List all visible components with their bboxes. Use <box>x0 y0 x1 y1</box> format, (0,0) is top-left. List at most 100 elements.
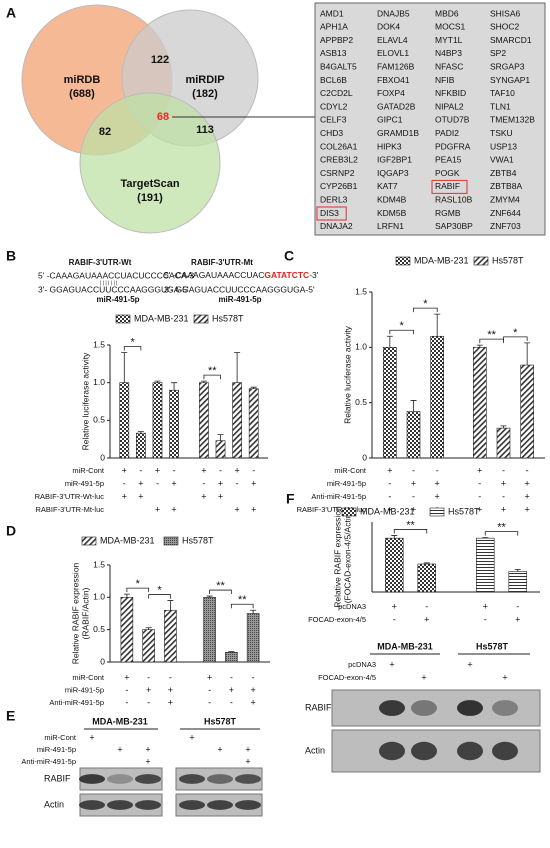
condition-sign: - <box>147 672 150 682</box>
condition-sign: + <box>155 504 160 514</box>
error-bar <box>217 434 224 441</box>
error-bar <box>154 380 161 383</box>
gene-name: BCL6B <box>320 75 347 85</box>
condition-sign: + <box>138 478 143 488</box>
blot-band <box>79 800 105 810</box>
bar <box>232 382 242 459</box>
bar <box>136 432 146 459</box>
seq-bottom: 3'- GGAGUACCUUCCCAAGGGUGA-5' <box>38 284 189 294</box>
condition-sign: + <box>201 491 206 501</box>
blot-band <box>411 700 437 716</box>
condition-sign: + <box>201 465 206 475</box>
bar <box>164 609 177 663</box>
legend-label: MDA-MB-231 <box>360 506 415 516</box>
condition-sign: + <box>502 672 507 682</box>
condition-sign: + <box>189 732 194 742</box>
condition-sign: + <box>411 504 416 514</box>
seq-top: 5' -CAAAGAUAAACCUACUCCCCACA-3' <box>38 270 196 280</box>
gene-name: GRAMD1B <box>377 128 419 138</box>
bar <box>119 382 130 459</box>
y-tick-label: 0.5 <box>93 415 105 425</box>
error-bar <box>476 344 483 348</box>
gene-name: KDM5B <box>377 208 407 218</box>
gene-name: NFKBID <box>435 88 466 98</box>
blot-label: Actin <box>305 745 325 755</box>
bar <box>246 613 260 663</box>
condition-label: pcDNA3 <box>338 602 366 611</box>
condition-sign: + <box>124 672 129 682</box>
legend-swatch <box>193 314 209 324</box>
significance-bracket <box>148 594 171 599</box>
panel-letter: B <box>6 248 16 264</box>
bar <box>225 651 238 663</box>
condition-sign: + <box>525 491 530 501</box>
y-axis-label: (RABIF/Actin) <box>80 587 90 639</box>
significance-label: ** <box>208 365 217 377</box>
error-bar <box>234 352 241 383</box>
condition-sign: + <box>145 756 150 766</box>
gene-name: IQGAP3 <box>377 168 409 178</box>
condition-sign: - <box>388 491 391 501</box>
error-bar <box>482 537 489 539</box>
seq-mirna: miR-491-5p <box>96 295 139 304</box>
condition-sign: - <box>252 672 255 682</box>
error-bar <box>250 609 257 614</box>
error-bar <box>123 593 130 598</box>
blot-band <box>135 800 161 810</box>
condition-sign: + <box>525 504 530 514</box>
condition-sign: + <box>138 491 143 501</box>
condition-sign: + <box>122 491 127 501</box>
error-bar <box>171 382 178 391</box>
venn-region: 113 <box>196 124 214 136</box>
bar <box>496 427 511 459</box>
y-tick-label: 0.5 <box>355 397 367 407</box>
bar <box>385 537 404 593</box>
condition-sign: + <box>477 504 482 514</box>
condition-sign: + <box>229 685 234 695</box>
condition-sign: - <box>516 601 519 611</box>
bar <box>215 440 226 459</box>
blot-band <box>179 774 205 784</box>
blot-band <box>492 741 518 761</box>
gene-name: GATAD2B <box>377 101 416 111</box>
blot-band <box>379 741 405 761</box>
gene-name: ZBTB4 <box>490 168 517 178</box>
significance-label: ** <box>487 329 496 341</box>
condition-sign: - <box>388 478 391 488</box>
significance-label: * <box>130 336 135 348</box>
condition-sign: - <box>412 491 415 501</box>
gene-name: SHISA6 <box>490 8 521 18</box>
blot-band <box>107 774 133 784</box>
venn-set-count: (688) <box>69 88 95 100</box>
error-bar <box>500 425 507 429</box>
venn-set <box>79 92 221 234</box>
gene-name: ZNF703 <box>490 221 521 231</box>
gene-name: TMEM132B <box>490 115 535 125</box>
gene-name: TSKU <box>490 128 513 138</box>
gene-name: APH1A <box>320 22 348 32</box>
gene-name: N4BP3 <box>435 48 462 58</box>
significance-bracket <box>126 587 150 593</box>
blot-band <box>492 700 518 716</box>
significance-label: ** <box>497 522 506 534</box>
condition-label: RABIF-3'UTR-Mt-luc <box>35 505 104 514</box>
significance-label: * <box>157 584 162 596</box>
gene-name: CHD3 <box>320 128 343 138</box>
condition-sign: - <box>230 672 233 682</box>
error-bar <box>410 400 417 412</box>
gene-name: SYNGAP1 <box>490 75 530 85</box>
panel-letter: E <box>6 708 15 724</box>
gene-name: B4GALT5 <box>320 61 357 71</box>
condition-label: miR-Cont <box>72 673 105 682</box>
condition-sign: + <box>122 465 127 475</box>
gene-highlight <box>431 179 468 194</box>
gene-name: ZMYM4 <box>490 194 520 204</box>
blot-label: Actin <box>44 799 64 809</box>
gene-name: MOCS1 <box>435 22 466 32</box>
significance-label: * <box>400 320 405 332</box>
y-tick-label: 1.0 <box>93 592 105 602</box>
condition-sign: + <box>515 614 520 624</box>
condition-sign: + <box>145 744 150 754</box>
condition-sign: + <box>168 697 173 707</box>
